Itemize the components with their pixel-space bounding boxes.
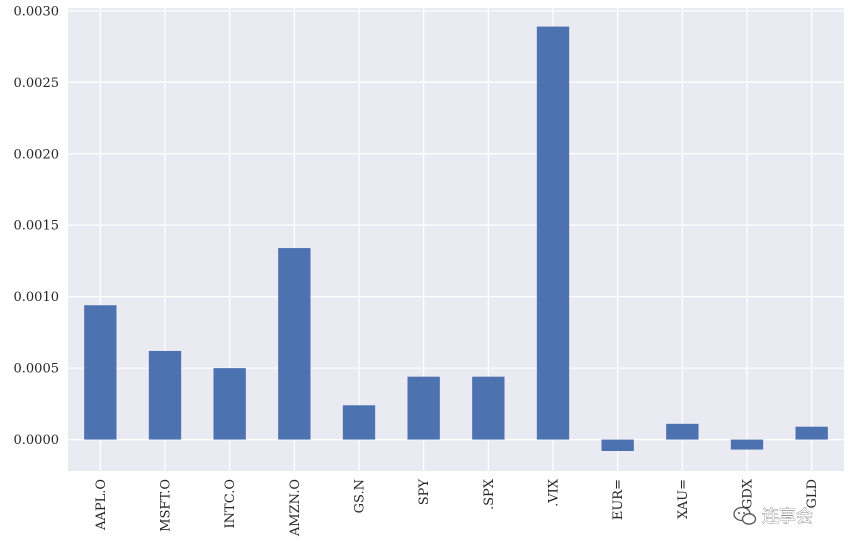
x-tick-label: GS.N [353, 479, 368, 513]
x-tick-label: .VIX [547, 478, 562, 507]
x-tick-label: MSFT.O [159, 479, 174, 532]
x-tick-label: GLD [805, 479, 820, 508]
x-tick-label: SPY [417, 479, 432, 506]
watermark: 连享会 [733, 506, 813, 527]
plot-area [68, 8, 844, 471]
bar-gdx [730, 439, 764, 450]
bar-intco [213, 368, 246, 440]
y-tick-label: 0.0015 [14, 219, 60, 234]
bar-gsn [342, 405, 376, 440]
bar-xau [666, 423, 699, 440]
x-tick-label: XAU= [676, 479, 691, 519]
x-tick-label: AAPL.O [94, 479, 109, 531]
bar-spx [472, 376, 505, 440]
bars [84, 26, 828, 451]
y-tick-label: 0.0030 [14, 4, 60, 19]
x-tick-label: INTC.O [223, 479, 238, 528]
y-tick-label: 0.0025 [14, 76, 60, 91]
y-tick-label: 0.0010 [14, 290, 60, 305]
x-tick-label: GDX [741, 478, 756, 509]
y-tick-label: 0.0020 [14, 147, 60, 162]
x-tick-label: .SPX [482, 478, 497, 510]
x-tick-label: AMZN.O [288, 479, 303, 537]
y-tick-label: 0.0000 [14, 433, 60, 448]
bar-amzno [278, 248, 311, 440]
bar-vix [536, 26, 570, 440]
bar-eur [601, 439, 634, 451]
y-axis: 0.0000 0.0005 0.0010 0.0015 0.0020 0.0025 0.00… [14, 4, 60, 448]
wechat-icon [733, 506, 757, 525]
bar-gld [795, 426, 828, 440]
bar-msfto [148, 350, 182, 440]
watermark-text: 连享会 [762, 507, 813, 527]
x-axis: AAPL.O MSFT.O INTC.O AMZN.O GS.N SPY .SPX .VIX E… [94, 478, 820, 537]
x-tick-label: EUR= [611, 479, 626, 520]
y-tick-label: 0.0005 [14, 362, 60, 377]
bar-aaplo [84, 305, 117, 440]
bar-spy [407, 376, 440, 440]
